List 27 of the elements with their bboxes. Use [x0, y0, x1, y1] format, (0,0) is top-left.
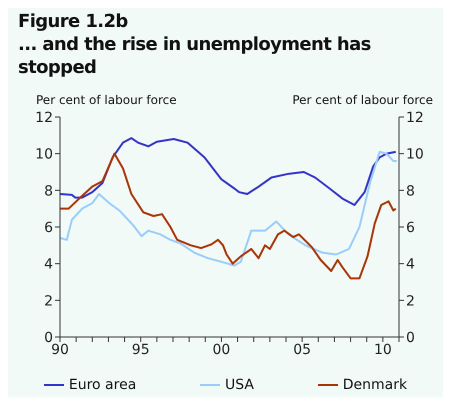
y2-tick-label: 10 [406, 146, 424, 163]
y-tick-label: 4 [44, 256, 54, 273]
y2-tick-label: 12 [406, 110, 424, 126]
y-tick-label: 12 [35, 110, 53, 126]
y-tick-label: 10 [35, 146, 53, 163]
y2-tick-label: 6 [406, 220, 415, 236]
y-axis-title: Per cent of labour force [36, 93, 177, 107]
legend-label: Euro area [68, 377, 136, 393]
chart-title: Figure 1.2b [18, 10, 129, 33]
y2-tick-label: 8 [406, 183, 415, 200]
x-tick-label: 95 [132, 342, 150, 358]
legend-label: Denmark [342, 377, 408, 393]
y2-axis-title: Per cent of labour force [292, 93, 433, 107]
legend-label: USA [224, 377, 254, 393]
x-tick-label: 05 [293, 342, 312, 358]
x-tick-label: 00 [212, 342, 230, 358]
chart-subtitle: ... and the rise in unemployment has stopped [18, 33, 372, 79]
y-tick-label: 6 [44, 220, 54, 236]
y-tick-label: 0 [44, 330, 53, 346]
y-tick-label: 2 [44, 293, 53, 310]
x-tick-label: 10 [374, 342, 392, 358]
y2-tick-label: 2 [406, 293, 415, 310]
y2-tick-label: 4 [406, 256, 415, 273]
y2-tick-label: 0 [406, 330, 415, 346]
y-tick-label: 8 [44, 183, 53, 200]
line-series [60, 137, 397, 206]
x-tick-label: 90 [51, 342, 69, 358]
